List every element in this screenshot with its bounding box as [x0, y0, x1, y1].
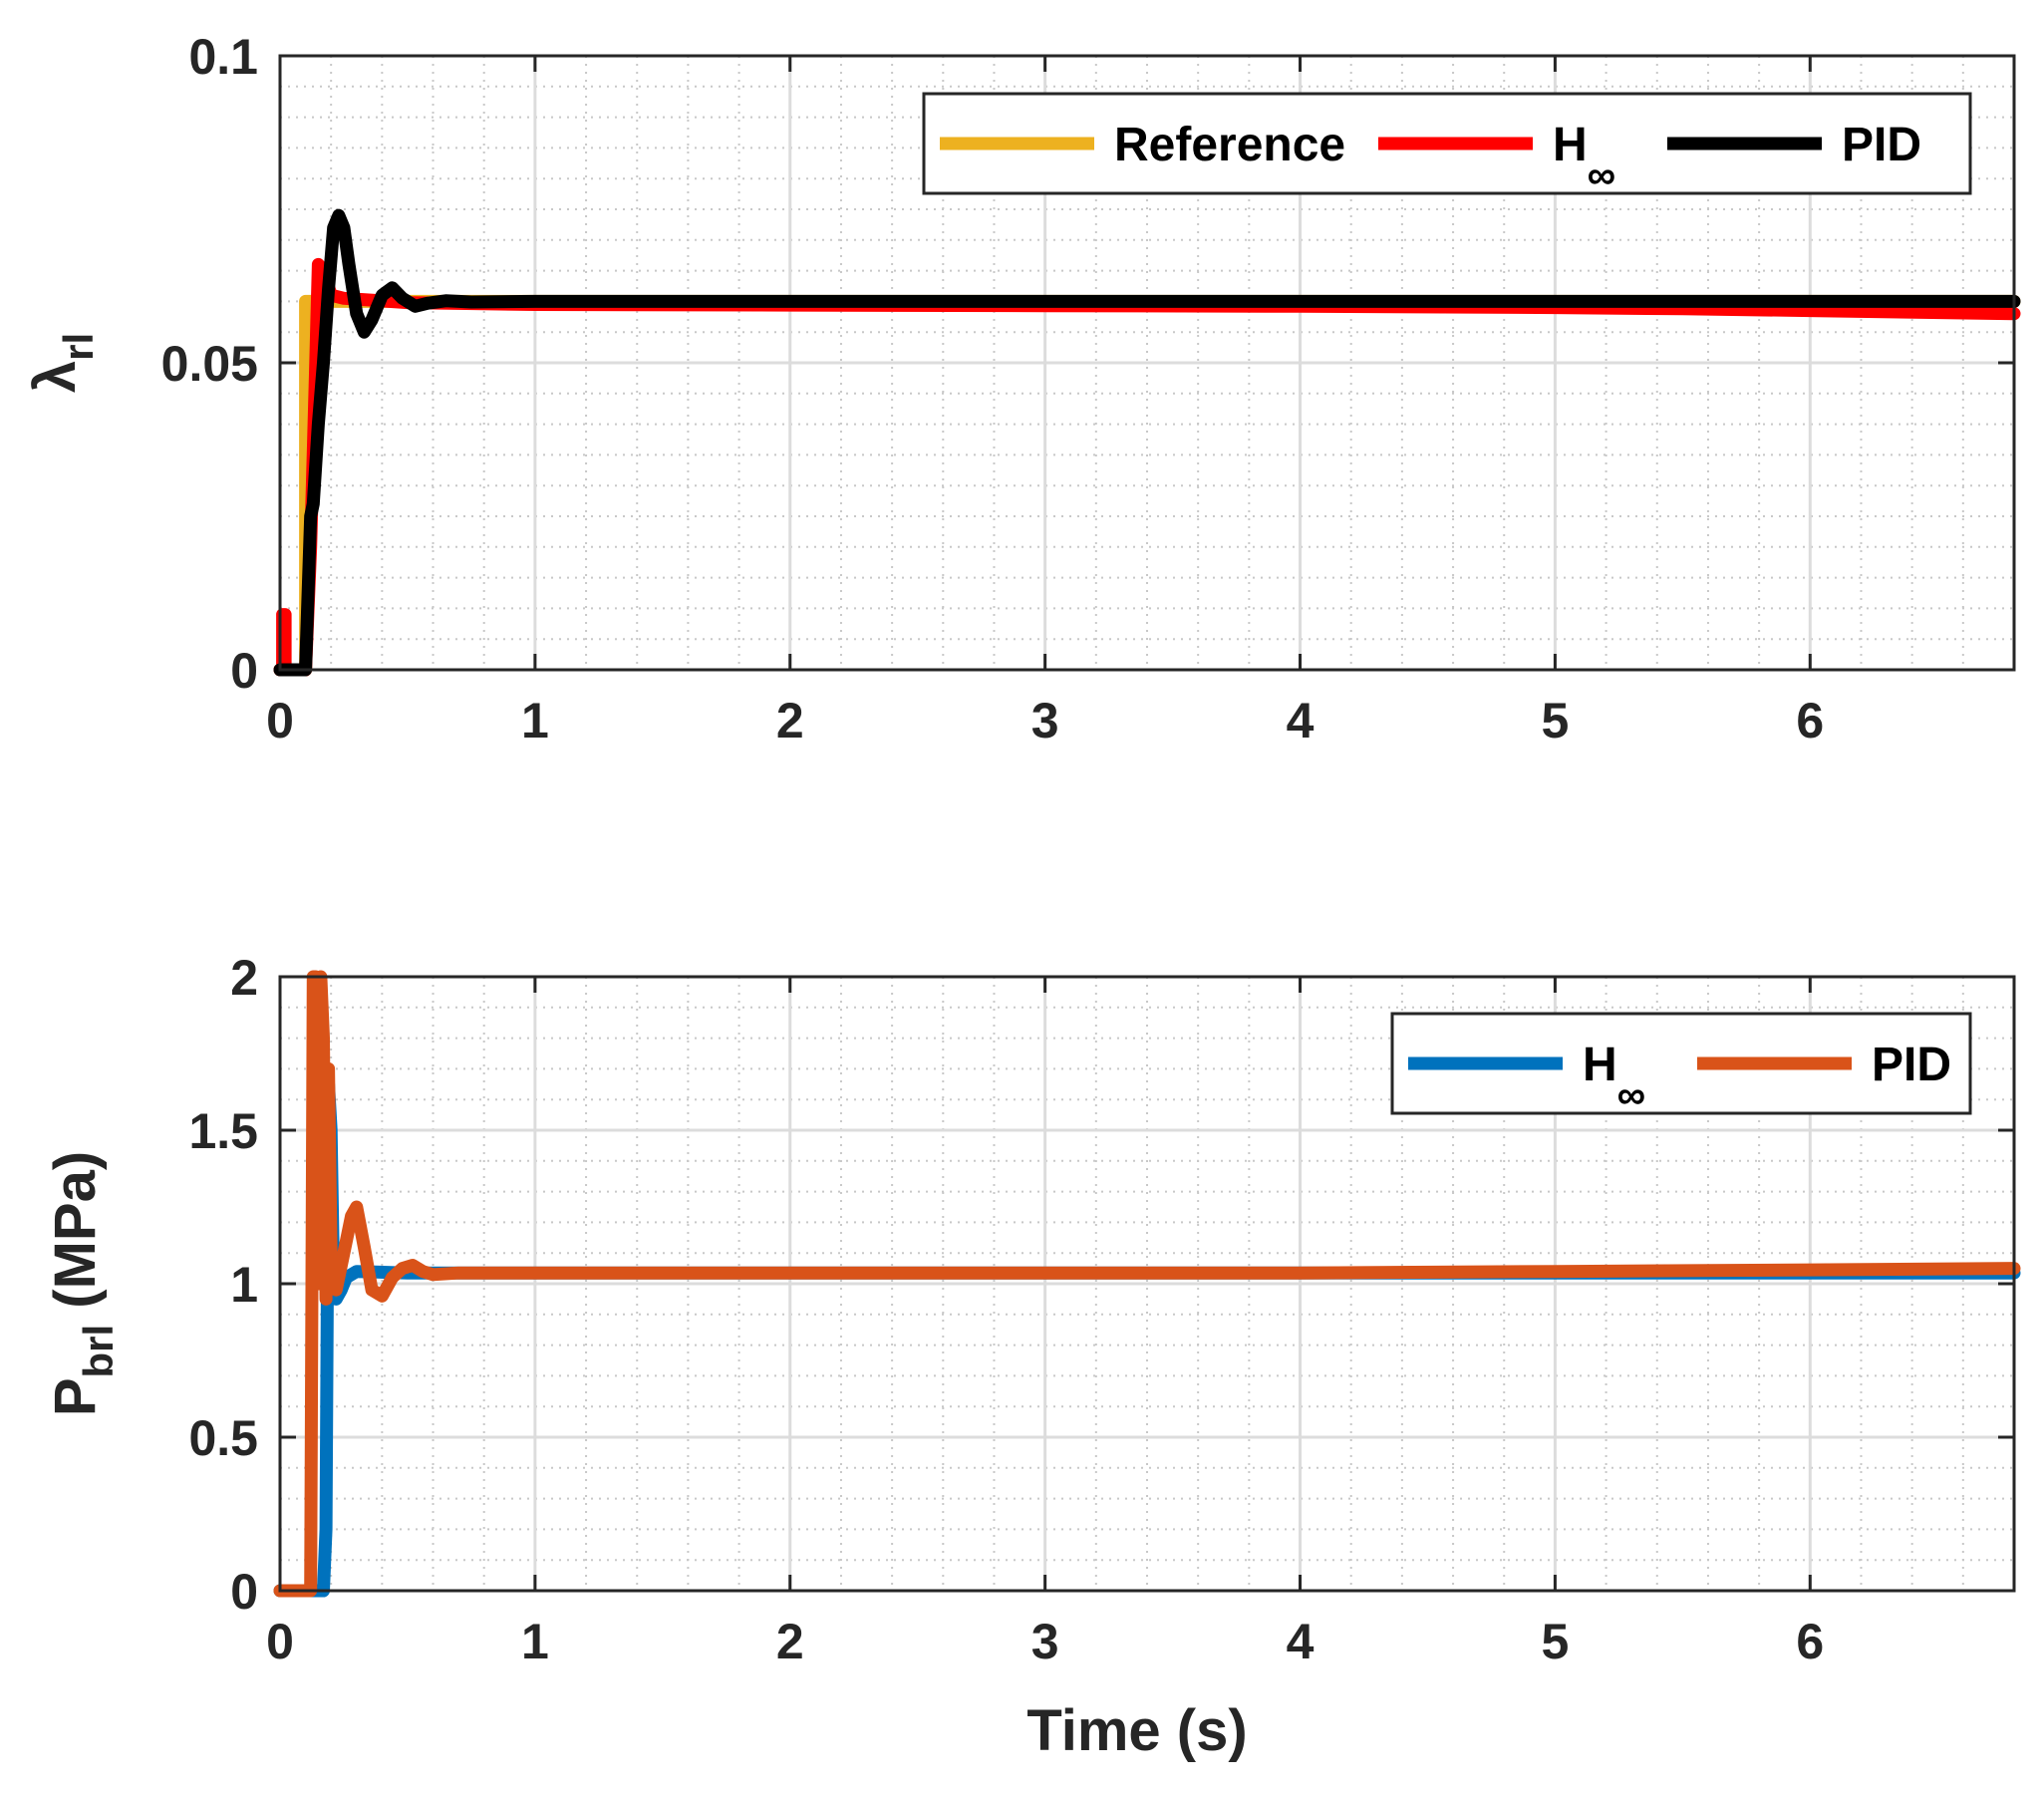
legend-label: PID [1872, 1039, 1951, 1091]
y-axis-label-sub: rl [55, 333, 102, 361]
y-axis-label-suffix: (MPa) [43, 1151, 108, 1325]
y-tick-label: 1.5 [188, 1103, 258, 1159]
x-tick-label: 2 [776, 1614, 804, 1669]
x-tick-label: 6 [1796, 1614, 1824, 1669]
y-axis-label-sub: brl [75, 1325, 122, 1378]
tick-marks [278, 975, 2014, 1593]
legend-label: H∞ [1583, 1039, 1645, 1117]
series-line-pid [273, 970, 2021, 1598]
x-tick-label: 5 [1542, 1614, 1570, 1669]
x-tick-label: 4 [1287, 693, 1314, 749]
x-tick-label: 6 [1796, 693, 1824, 749]
legend-label-main: H [1553, 119, 1588, 171]
x-tick-label: 5 [1542, 693, 1570, 749]
x-tick-label: 3 [1031, 693, 1059, 749]
x-tick-label: 3 [1031, 1614, 1059, 1669]
y-tick-label: 0.05 [161, 336, 258, 392]
series-group [273, 970, 2021, 1598]
bottom-plot: 0 1 2 3 4 5 6 0 0.5 1 1.5 2 Pbrl (MPa) Time (s) H∞ PID [43, 950, 2021, 1763]
y-axis-label-main: λ [23, 361, 88, 393]
x-tick-label: 0 [266, 1614, 294, 1669]
minor-grid [280, 56, 2015, 670]
x-tick-label: 4 [1287, 1614, 1314, 1669]
legend-label-main: PID [1872, 1039, 1951, 1091]
y-tick-label: 1 [230, 1257, 258, 1313]
legend: Reference H∞ PID [922, 92, 1972, 197]
legend-label-main: PID [1842, 119, 1921, 171]
x-axis-label: Time (s) [1026, 1698, 1247, 1763]
x-tick-label: 0 [266, 693, 294, 749]
legend-label-sub: ∞ [1588, 153, 1616, 197]
y-tick-label: 0 [230, 643, 258, 699]
legend-label: H∞ [1553, 119, 1615, 197]
y-tick-label: 0 [230, 1564, 258, 1620]
legend-label-sub: ∞ [1617, 1073, 1646, 1117]
y-axis-label: Pbrl (MPa) [43, 1151, 122, 1416]
series-line-pid [273, 208, 2021, 677]
y-axis-label-main: P [43, 1377, 108, 1416]
top-plot: 0 1 2 3 4 5 6 0 0.05 0.1 λrl Reference H∞ PID [23, 29, 2021, 749]
legend-label: Reference [1114, 119, 1345, 171]
tick-marks [278, 54, 2014, 672]
y-axis-label: λrl [23, 333, 102, 393]
x-tick-label: 2 [776, 693, 804, 749]
legend: H∞ PID [1390, 1012, 1972, 1117]
y-tick-label: 0.1 [188, 29, 258, 85]
y-tick-label: 0.5 [188, 1410, 258, 1466]
legend-label-main: Reference [1114, 119, 1345, 171]
legend-label-main: H [1583, 1039, 1617, 1091]
x-tick-label: 1 [521, 1614, 549, 1669]
x-tick-label: 1 [521, 693, 549, 749]
y-tick-label: 2 [230, 950, 258, 1006]
legend-label: PID [1842, 119, 1921, 171]
